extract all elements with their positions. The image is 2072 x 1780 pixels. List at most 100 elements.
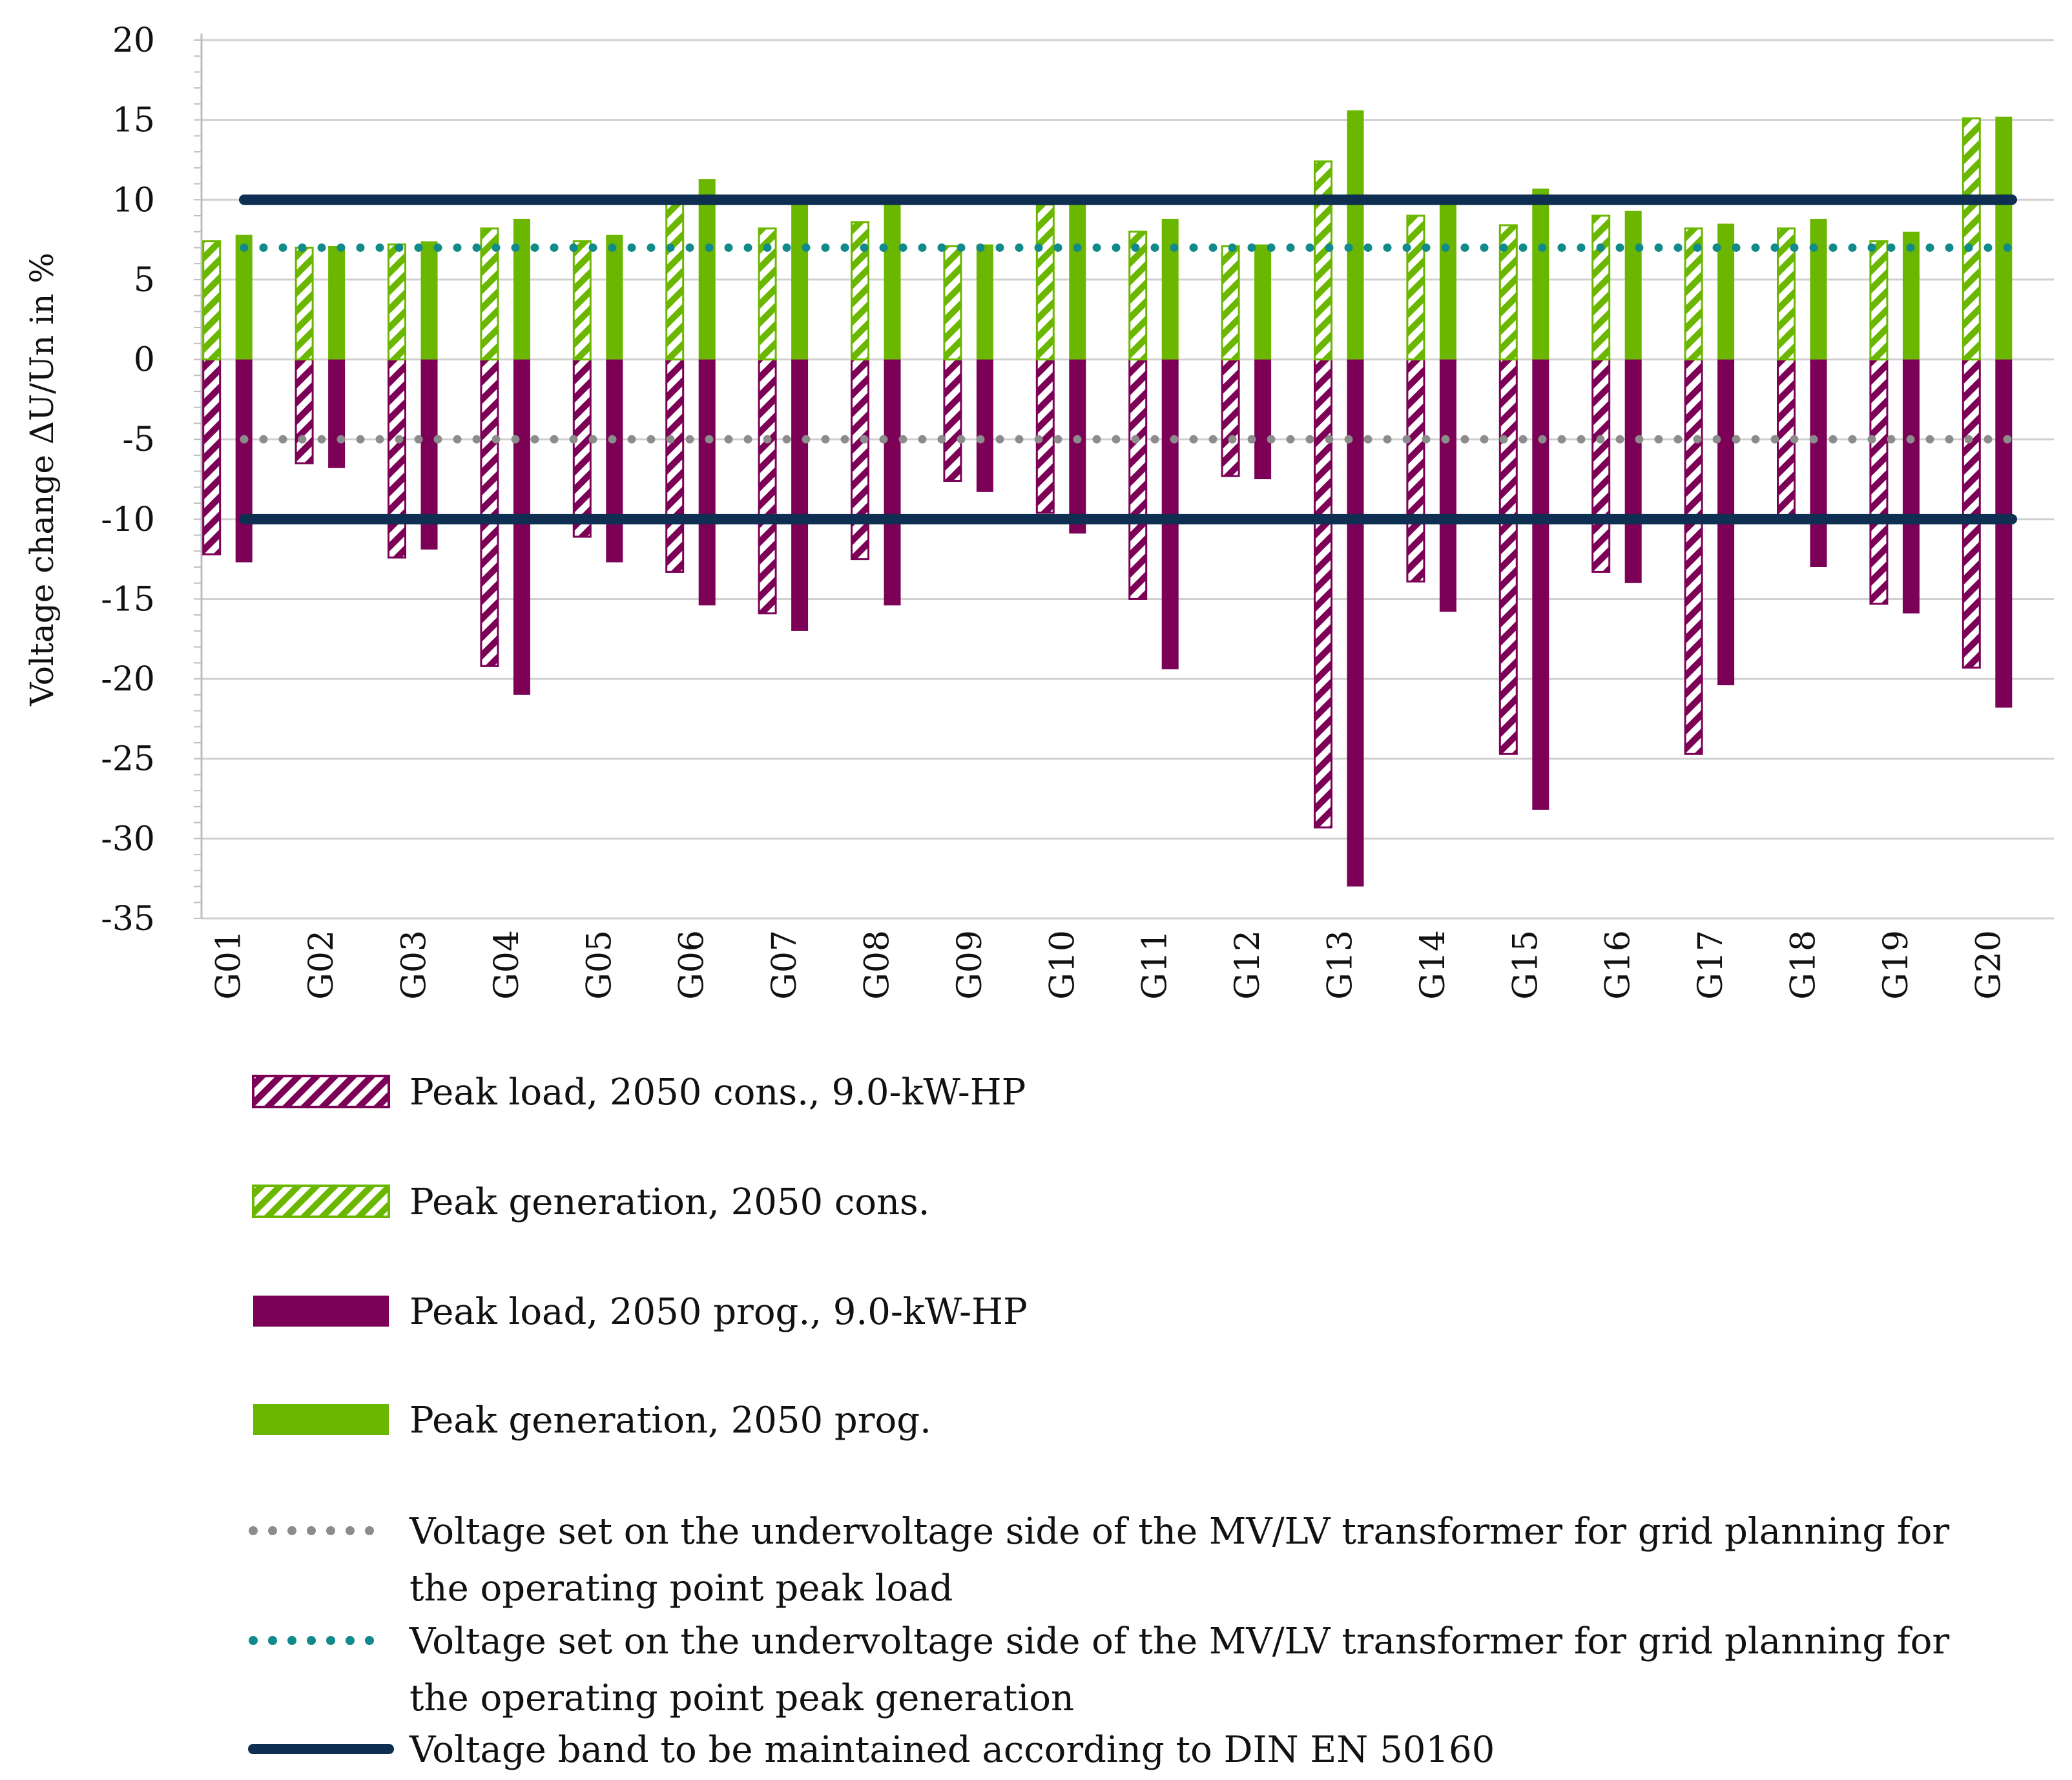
category-label: G15 bbox=[1506, 930, 1545, 1000]
bar-4-g15 bbox=[1532, 188, 1549, 360]
y-tick-label: -35 bbox=[101, 900, 155, 938]
bar-1-g19 bbox=[1869, 358, 1889, 605]
legend-item: Peak load, 2050 cons., 9.0-kW-HP bbox=[252, 1071, 1026, 1113]
legend-swatch bbox=[253, 1296, 389, 1327]
category-label: G14 bbox=[1414, 930, 1453, 1000]
legend-swatch bbox=[252, 1185, 390, 1218]
bar-4-g17 bbox=[1717, 223, 1735, 360]
bar-1-g13 bbox=[1314, 358, 1332, 829]
category-label: G04 bbox=[488, 930, 526, 1000]
bar-4-g13 bbox=[1347, 110, 1364, 360]
bar-4-g09 bbox=[976, 244, 993, 360]
y-axis-title: Voltage change ΔU/Un in % bbox=[23, 253, 61, 707]
bar-2-g05 bbox=[572, 240, 592, 361]
bar-3-g15 bbox=[1532, 359, 1549, 810]
y-tick-label: -25 bbox=[101, 740, 155, 779]
y-tick-label: 0 bbox=[134, 341, 155, 380]
bar-3-g02 bbox=[328, 359, 346, 468]
category-label: G08 bbox=[858, 930, 897, 1000]
legend-item: Peak generation, 2050 cons. bbox=[252, 1181, 930, 1223]
bar-1-g11 bbox=[1128, 358, 1148, 600]
category-label: G19 bbox=[1877, 930, 1916, 1000]
bar-3-g04 bbox=[513, 359, 530, 695]
bar-4-g19 bbox=[1902, 231, 1920, 360]
bar-2-g12 bbox=[1221, 245, 1240, 361]
legend-label: Voltage set on the undervoltage side of … bbox=[409, 1511, 1949, 1553]
bar-4-g14 bbox=[1439, 198, 1456, 360]
bar-3-g19 bbox=[1902, 359, 1920, 614]
bar-3-g05 bbox=[606, 359, 623, 563]
bar-2-g11 bbox=[1128, 231, 1148, 361]
bar-2-g16 bbox=[1591, 214, 1611, 361]
bar-4-g02 bbox=[328, 245, 346, 360]
bar-1-g14 bbox=[1406, 358, 1425, 583]
bar-1-g01 bbox=[202, 358, 222, 555]
bar-4-g20 bbox=[1995, 116, 2013, 360]
bar-3-g06 bbox=[698, 359, 716, 606]
bar-4-g07 bbox=[791, 198, 809, 360]
category-label: G20 bbox=[1969, 930, 2008, 1000]
y-tick-label: -5 bbox=[122, 420, 155, 459]
category-label: G01 bbox=[210, 930, 249, 1000]
legend-label: Peak load, 2050 prog., 9.0-kW-HP bbox=[409, 1291, 1028, 1333]
bar-4-g04 bbox=[513, 218, 530, 360]
legend-item: Peak load, 2050 prog., 9.0-kW-HP bbox=[253, 1291, 1028, 1333]
bar-3-g10 bbox=[1069, 359, 1086, 534]
bar-1-g20 bbox=[1962, 358, 1981, 669]
bar-2-g02 bbox=[295, 246, 314, 361]
legend-label: Peak generation, 2050 cons. bbox=[409, 1181, 930, 1223]
category-label: G07 bbox=[765, 930, 804, 1000]
category-label: G13 bbox=[1321, 930, 1360, 1000]
bar-4-g08 bbox=[884, 198, 901, 360]
category-label: G02 bbox=[302, 930, 341, 1000]
bar-4-g06 bbox=[698, 179, 716, 360]
y-tick-label: 5 bbox=[134, 261, 155, 300]
legend-item: Voltage band to be maintained according … bbox=[248, 1729, 1495, 1771]
bar-3-g20 bbox=[1995, 359, 2013, 708]
bar-3-g14 bbox=[1439, 359, 1456, 612]
bar-1-g03 bbox=[388, 358, 406, 559]
bar-1-g16 bbox=[1591, 358, 1611, 573]
y-tick-label: 20 bbox=[112, 21, 155, 60]
category-label: G18 bbox=[1785, 930, 1823, 1000]
bar-1-g09 bbox=[943, 358, 962, 482]
axes bbox=[194, 34, 203, 919]
bar-3-g12 bbox=[1254, 359, 1272, 479]
legend-item: Voltage set on the undervoltage side of … bbox=[249, 1511, 1949, 1609]
bar-2-g17 bbox=[1684, 227, 1703, 361]
category-label: G17 bbox=[1692, 930, 1730, 1000]
y-tick-label: -15 bbox=[101, 580, 155, 619]
bar-2-g19 bbox=[1869, 240, 1889, 361]
bar-1-g07 bbox=[758, 358, 777, 615]
legend: Peak load, 2050 cons., 9.0-kW-HP Peak gen… bbox=[248, 1071, 1949, 1771]
y-tick-label: 10 bbox=[112, 181, 155, 220]
axis-labels: 20 15 10 5 0 -5 -10 -15 -20 -25 -30 -35 Voltage chan… bbox=[23, 21, 2008, 1000]
bar-2-g01 bbox=[202, 240, 222, 361]
bar-2-g06 bbox=[665, 198, 685, 361]
bar-4-g10 bbox=[1069, 198, 1086, 360]
legend-swatch bbox=[253, 1404, 389, 1435]
category-label: G06 bbox=[673, 930, 712, 1000]
legend-label: Voltage band to be maintained according … bbox=[409, 1729, 1495, 1771]
bar-4-g16 bbox=[1624, 211, 1642, 360]
bar-2-g08 bbox=[851, 221, 869, 361]
bar-4-g12 bbox=[1254, 244, 1272, 360]
bar-2-g20 bbox=[1962, 117, 1981, 361]
y-tick-label: -20 bbox=[101, 660, 155, 699]
category-label: G12 bbox=[1228, 930, 1267, 1000]
bar-1-g08 bbox=[851, 358, 869, 561]
legend-swatch bbox=[252, 1075, 390, 1108]
bar-1-g17 bbox=[1684, 358, 1703, 755]
bar-1-g02 bbox=[295, 358, 314, 464]
category-label: G03 bbox=[395, 930, 434, 1000]
bar-3-g09 bbox=[976, 359, 993, 492]
bar-2-g10 bbox=[1035, 203, 1055, 361]
y-tick-label: 15 bbox=[112, 101, 155, 140]
gridlines bbox=[202, 39, 2054, 920]
legend-label: Peak generation, 2050 prog. bbox=[409, 1400, 931, 1442]
bars bbox=[202, 110, 2013, 887]
legend-item: Peak generation, 2050 prog. bbox=[253, 1400, 931, 1442]
bar-1-g04 bbox=[480, 358, 499, 667]
bar-3-g18 bbox=[1810, 359, 1827, 567]
